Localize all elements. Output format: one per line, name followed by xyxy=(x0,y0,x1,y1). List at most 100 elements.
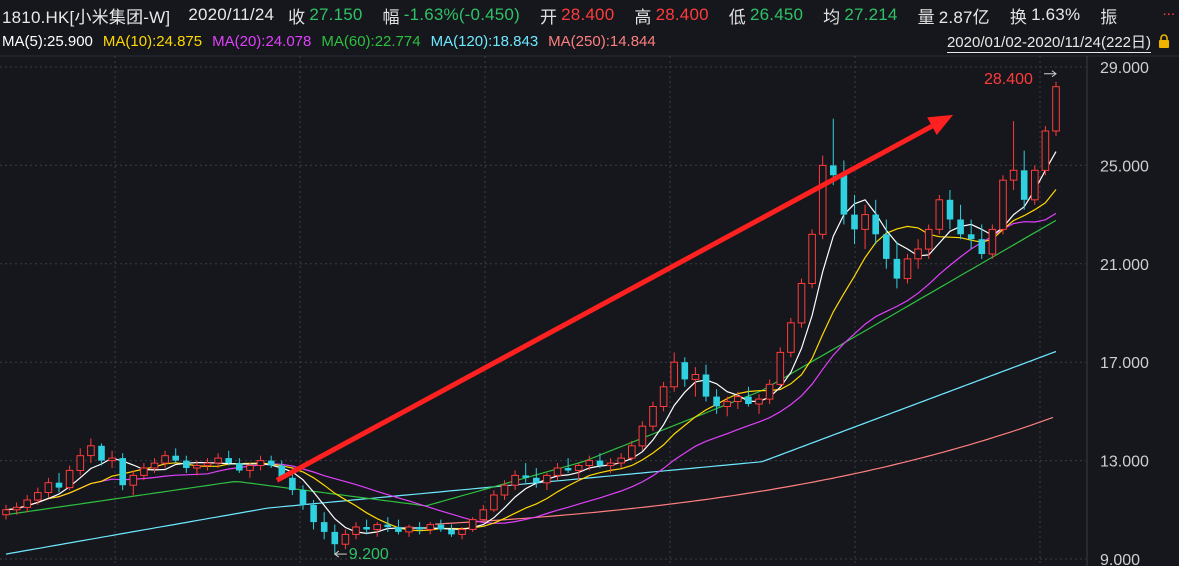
candle-body xyxy=(490,494,498,511)
candle-body xyxy=(55,482,63,488)
candle-body xyxy=(299,490,307,505)
candle-body xyxy=(23,499,31,508)
candle-body xyxy=(585,460,594,467)
candle-body xyxy=(691,374,700,380)
candle-body xyxy=(1020,170,1028,200)
candle-body xyxy=(957,219,964,235)
candle-body xyxy=(681,362,689,380)
candle-body xyxy=(734,396,742,403)
candle-body xyxy=(119,458,126,486)
volume-label: 量 xyxy=(917,7,935,27)
avg-label: 均 xyxy=(823,7,841,27)
ma-legend-item: MA(250):14.844 xyxy=(548,32,656,50)
candle-body xyxy=(903,258,912,280)
turnover-label: 换 xyxy=(1009,7,1028,27)
candle-body xyxy=(172,455,179,461)
candle-body xyxy=(1009,169,1018,181)
ma10-line xyxy=(5,189,1057,532)
candle-body xyxy=(320,522,328,532)
ma120-line xyxy=(5,350,1057,555)
candle-body xyxy=(893,258,901,279)
candle-body xyxy=(140,467,148,476)
amplitude-label: 振 xyxy=(1100,7,1118,27)
candle-body xyxy=(745,396,752,404)
candle-body xyxy=(723,401,732,408)
candle-body xyxy=(352,526,360,535)
candle-body xyxy=(416,527,423,530)
lock-icon[interactable] xyxy=(1157,34,1171,48)
candle-body xyxy=(935,199,944,230)
high-value: 28.400 xyxy=(655,5,709,24)
low-value: 26.450 xyxy=(749,5,804,24)
candle-body xyxy=(638,425,647,447)
candle-body xyxy=(405,526,413,533)
candle-body xyxy=(946,199,954,220)
low-marker-arrow xyxy=(333,550,340,558)
candle-body xyxy=(755,398,763,405)
candle-body xyxy=(98,445,105,461)
candle-body xyxy=(500,484,509,496)
candle-body xyxy=(310,504,317,523)
candle-body xyxy=(34,492,42,501)
candle-body xyxy=(830,165,837,176)
trend-arrow-shaft xyxy=(275,124,934,483)
y-tick-label: 9.000 xyxy=(1100,552,1140,566)
candle-body xyxy=(564,468,572,471)
change-value: -1.63%(-0.450) xyxy=(403,5,520,24)
high-label: 高 xyxy=(634,7,652,27)
candle-body xyxy=(606,462,615,467)
ma250-line xyxy=(434,416,1054,525)
candle-body xyxy=(183,460,190,468)
candle-body xyxy=(236,463,243,471)
candle-body xyxy=(967,234,975,240)
high-annotation: 28.400 xyxy=(984,71,1033,88)
candle-body xyxy=(914,248,922,260)
close-value: 27.150 xyxy=(309,5,363,24)
ma-legend-item: MA(20):24.078 xyxy=(212,32,312,50)
candle-body xyxy=(150,462,159,469)
candle-body xyxy=(861,214,869,230)
low-label: 低 xyxy=(728,7,746,27)
stock-symbol[interactable]: 1810.HK[小米集团-W] xyxy=(2,7,171,27)
candle-body xyxy=(988,228,997,255)
low-annotation: 9.200 xyxy=(349,546,389,563)
candle-body xyxy=(479,509,488,521)
candle-body xyxy=(1031,169,1039,201)
avg-value: 27.214 xyxy=(844,5,898,24)
change-label: 幅 xyxy=(382,7,400,27)
ma20-line xyxy=(5,212,1057,524)
candle-body xyxy=(256,460,265,467)
candle-body xyxy=(1052,86,1060,132)
candle-body xyxy=(808,233,816,285)
candle-body xyxy=(574,465,583,471)
candle-body xyxy=(765,383,774,400)
candle-body xyxy=(999,179,1007,230)
more-indicator[interactable]: ... xyxy=(1162,2,1175,19)
candle-body xyxy=(384,524,392,528)
volume-value: 2.87亿 xyxy=(938,7,990,27)
candle-body xyxy=(628,445,636,459)
candle-body xyxy=(331,531,339,545)
candle-body xyxy=(87,445,95,457)
quote-date: 2020/11/24 xyxy=(188,5,275,24)
candle-body xyxy=(776,351,785,385)
candle-body xyxy=(670,361,679,388)
candle-body xyxy=(203,462,212,467)
ma60-line xyxy=(5,219,1057,516)
candle-body xyxy=(341,533,350,545)
candle-body xyxy=(787,322,795,353)
ma-legend-item: MA(120):18.843 xyxy=(430,32,539,50)
candle-body xyxy=(543,474,551,484)
candle-body xyxy=(649,406,657,427)
open-label: 开 xyxy=(539,7,558,27)
ma5-line xyxy=(5,151,1057,535)
date-range[interactable]: 2020/01/02-2020/11/24(222日) xyxy=(946,31,1151,53)
candle-body xyxy=(713,396,720,407)
trend-arrow-head xyxy=(927,114,954,136)
candle-body xyxy=(426,524,435,530)
candle-body xyxy=(522,475,529,478)
candle-body xyxy=(468,519,477,530)
y-tick-label: 13.000 xyxy=(1100,454,1149,471)
candle-body xyxy=(2,509,10,516)
